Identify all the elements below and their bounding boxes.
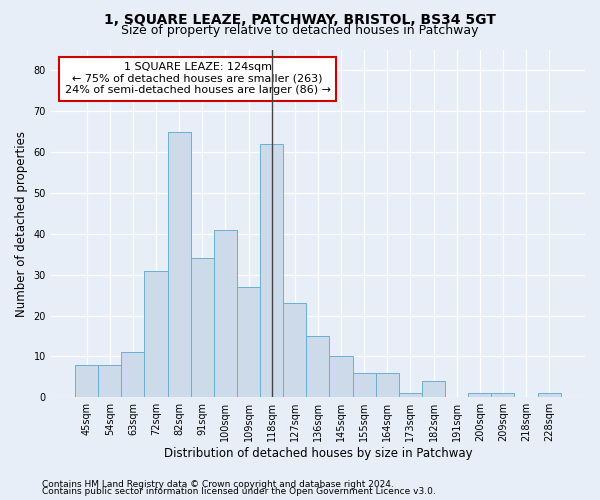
Text: Contains HM Land Registry data © Crown copyright and database right 2024.: Contains HM Land Registry data © Crown c… [42, 480, 394, 489]
X-axis label: Distribution of detached houses by size in Patchway: Distribution of detached houses by size … [164, 447, 472, 460]
Y-axis label: Number of detached properties: Number of detached properties [15, 130, 28, 316]
Bar [98, 364, 121, 397]
Bar [399, 393, 422, 397]
Bar [237, 287, 260, 397]
Bar [145, 270, 167, 397]
Bar [376, 372, 399, 397]
Text: Contains public sector information licensed under the Open Government Licence v3: Contains public sector information licen… [42, 487, 436, 496]
Bar [283, 304, 307, 397]
Bar [121, 352, 145, 397]
Bar [307, 336, 329, 397]
Bar [260, 144, 283, 397]
Bar [538, 393, 561, 397]
Bar [329, 356, 353, 397]
Bar [353, 372, 376, 397]
Bar [214, 230, 237, 397]
Bar [491, 393, 514, 397]
Bar [75, 364, 98, 397]
Bar [191, 258, 214, 397]
Text: 1, SQUARE LEAZE, PATCHWAY, BRISTOL, BS34 5GT: 1, SQUARE LEAZE, PATCHWAY, BRISTOL, BS34… [104, 12, 496, 26]
Text: 1 SQUARE LEAZE: 124sqm
← 75% of detached houses are smaller (263)
24% of semi-de: 1 SQUARE LEAZE: 124sqm ← 75% of detached… [65, 62, 331, 96]
Text: Size of property relative to detached houses in Patchway: Size of property relative to detached ho… [121, 24, 479, 37]
Bar [468, 393, 491, 397]
Bar [167, 132, 191, 397]
Bar [422, 381, 445, 397]
